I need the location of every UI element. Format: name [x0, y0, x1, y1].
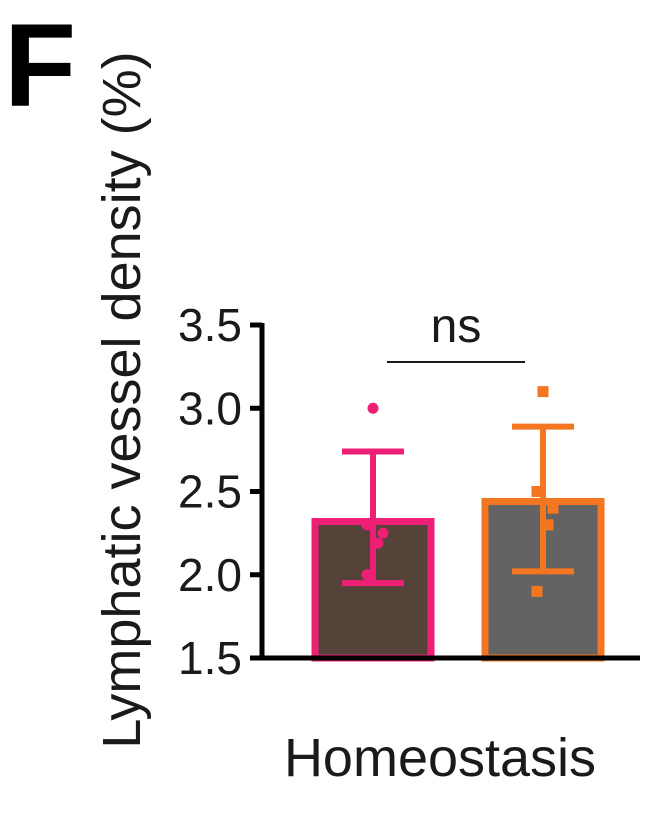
- data-point: [361, 519, 373, 531]
- data-point: [531, 486, 543, 497]
- panel-letter: F: [4, 0, 76, 132]
- y-tick-label: 2.5: [178, 466, 242, 518]
- data-point: [372, 537, 384, 549]
- data-point: [542, 519, 554, 531]
- data-point: [377, 527, 389, 539]
- data-point: [531, 585, 543, 597]
- data-point: [367, 402, 379, 414]
- y-tick-label: 3.5: [178, 299, 242, 351]
- significance-label: ns: [431, 300, 482, 353]
- y-tick-label: 2.0: [178, 549, 242, 601]
- data-point: [537, 386, 549, 398]
- plot-area: 1.5 2.0 2.5 3.0 3.5 ns: [178, 299, 640, 684]
- data-point: [361, 569, 373, 581]
- data-point: [547, 502, 559, 514]
- x-axis-label: Homeostasis: [284, 728, 596, 788]
- y-tick-label: 3.0: [178, 382, 242, 434]
- y-axis-label: Lymphatic vessel density (%): [92, 51, 152, 748]
- y-tick-label: 1.5: [178, 632, 242, 684]
